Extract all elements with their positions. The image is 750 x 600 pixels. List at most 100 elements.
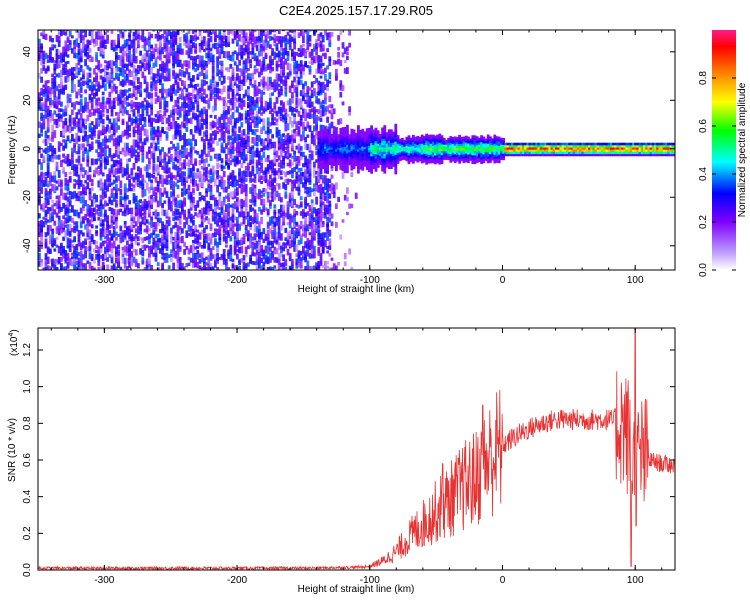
spectrogram-cell xyxy=(62,153,65,158)
spectrogram-cell xyxy=(286,123,290,131)
spectrogram-cell xyxy=(106,65,109,71)
spectrogram-cell xyxy=(90,253,94,262)
spectrogram-cell xyxy=(357,162,360,165)
spectrogram-cell xyxy=(132,88,136,94)
spectrogram-cell xyxy=(55,48,59,56)
spectrogram-cell xyxy=(346,46,349,52)
spectrogram-cell xyxy=(266,102,270,110)
spectrogram-cell xyxy=(321,223,325,228)
spectrogram-cell xyxy=(115,266,118,270)
spectrogram-cell xyxy=(46,59,50,63)
spectrogram-cell xyxy=(145,87,149,94)
spectrogram-cell xyxy=(104,163,107,170)
spectrogram-cell xyxy=(240,113,244,121)
spectrogram-cell xyxy=(150,92,153,99)
spectrogram-cell xyxy=(214,197,217,201)
spectrogram-cell xyxy=(137,88,140,94)
spectrogram-cell xyxy=(104,200,107,207)
spectrogram-cell xyxy=(143,228,147,233)
spectrogram-cell xyxy=(68,195,72,202)
spectrogram-cell xyxy=(282,79,285,86)
spectrogram-cell xyxy=(293,42,296,50)
spectrogram-cell xyxy=(284,118,288,124)
spectrogram-cell xyxy=(330,160,334,163)
spectrogram-cell xyxy=(227,129,230,135)
spectrogram-cell xyxy=(66,76,70,83)
spectrogram-cell xyxy=(196,168,200,173)
spectrogram-cell xyxy=(181,145,184,150)
spectrogram-cell xyxy=(95,58,98,63)
spectrogram-cell xyxy=(229,141,233,150)
spectrogram-cell xyxy=(258,193,261,200)
spectrogram-cell xyxy=(51,204,54,212)
spectrogram-cell xyxy=(319,109,323,114)
spectrogram-cell xyxy=(343,148,347,152)
spectrogram-cell xyxy=(354,157,358,160)
spectrogram-cell xyxy=(174,164,178,171)
spectrogram-cell xyxy=(242,237,246,242)
spectrogram-cell xyxy=(189,79,193,87)
spectrogram-cell xyxy=(203,233,206,239)
spectrogram-cell xyxy=(251,109,255,115)
spectrogram-cell xyxy=(330,121,334,129)
spectrogram-cell xyxy=(84,102,87,106)
spectrogram-cell xyxy=(110,233,114,241)
spectrogram-cell xyxy=(196,121,200,125)
spectrogram-cell xyxy=(77,240,81,247)
spectrogram-cell xyxy=(277,141,281,150)
spectrogram-cell xyxy=(101,138,105,147)
spectrogram-cell xyxy=(260,257,263,264)
spectrogram-cell xyxy=(304,99,307,105)
spectrogram-cell xyxy=(95,139,98,144)
spectrogram-cell xyxy=(71,191,74,197)
spectrogram-cell xyxy=(244,141,248,149)
spectrogram-cell xyxy=(244,110,248,115)
spectrogram-cell xyxy=(365,134,369,138)
spectrogram-cell xyxy=(350,165,354,169)
spectrogram-cell xyxy=(321,34,325,43)
spectrogram-cell xyxy=(183,176,186,183)
spectrogram-cell xyxy=(251,195,255,203)
spectrogram-cell xyxy=(271,48,274,57)
spectrogram-cell xyxy=(306,85,310,92)
spectrogram-cell xyxy=(38,159,41,165)
spectrogram-cell xyxy=(337,138,340,142)
spectrogram-cell xyxy=(315,39,318,44)
spectrogram-cell xyxy=(308,153,312,159)
spectrogram-cell xyxy=(183,249,186,255)
spectrogram-cell xyxy=(238,246,241,254)
spectrogram-cell xyxy=(46,180,50,185)
spectrogram-cell xyxy=(154,222,158,229)
spectrogram-cell xyxy=(137,69,140,75)
spectrogram-cell xyxy=(341,131,345,135)
spectrogram-cell xyxy=(304,226,307,232)
spectrogram-cell xyxy=(185,109,189,117)
spectrogram-cell xyxy=(84,104,87,112)
spectrogram-cell xyxy=(150,245,153,252)
spectrogram-cell xyxy=(185,179,189,184)
spectrogram-cell xyxy=(97,30,101,33)
spectrogram-cell xyxy=(152,224,156,231)
spectrogram-cell xyxy=(317,165,321,169)
spectrogram-cell xyxy=(370,142,373,146)
spectrogram-cell xyxy=(341,144,345,148)
spectrogram-cell xyxy=(200,267,204,270)
spectrogram-cell xyxy=(88,252,92,260)
spectrogram-cell xyxy=(115,168,118,175)
spectrogram-cell xyxy=(84,191,87,196)
spectrogram-cell xyxy=(42,26,45,30)
spectrogram-cell xyxy=(148,161,151,170)
spectrogram-cell xyxy=(178,236,182,243)
spectrogram-cell xyxy=(108,81,112,87)
spectrogram-cell xyxy=(49,91,52,98)
spectrogram-cell xyxy=(354,139,358,143)
spectrogram-cell xyxy=(280,89,283,94)
spectrogram-cell xyxy=(194,172,197,179)
spectrogram-cell xyxy=(253,252,257,257)
spectrogram-cell xyxy=(319,75,323,79)
spectrogram-cell xyxy=(132,184,136,188)
spectrogram-cell xyxy=(271,58,274,66)
spectrogram-cell xyxy=(194,212,197,217)
spectrogram-cell xyxy=(211,165,215,173)
spectrogram-cell xyxy=(44,138,48,146)
